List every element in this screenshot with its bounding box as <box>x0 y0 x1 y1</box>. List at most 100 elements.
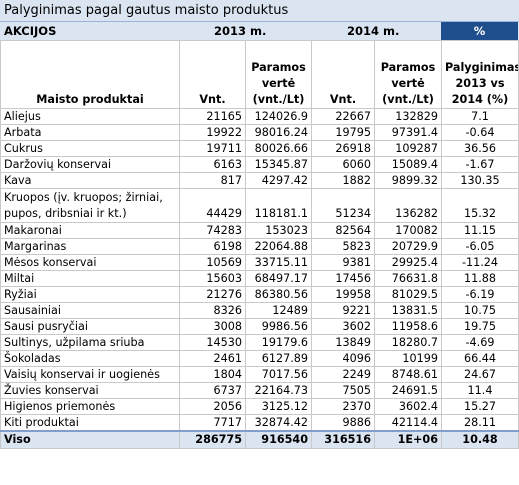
value-2013-cell: 12489 <box>245 302 312 319</box>
table-row: Kruopos (įv. kruopos; žirniai, pupos, dr… <box>0 188 519 223</box>
value-2014-cell: 132829 <box>374 108 442 125</box>
value-2013-cell: 118181.1 <box>245 188 312 223</box>
total-units-2013-cell: 286775 <box>179 430 246 449</box>
value-2014-cell: 42114.4 <box>374 414 442 432</box>
total-comparison-cell: 10.48 <box>441 430 519 449</box>
units-2014-cell: 7505 <box>311 382 375 399</box>
header-band: AKCIJOS 2013 m. 2014 m. % <box>0 22 519 40</box>
units-2013-cell: 6198 <box>179 238 246 255</box>
value-2013-cell: 6127.89 <box>245 350 312 367</box>
value-2014-cell: 24691.5 <box>374 382 442 399</box>
value-2014-cell: 9899.32 <box>374 172 442 189</box>
units-2014-cell: 26918 <box>311 140 375 157</box>
value-2014-cell: 13831.5 <box>374 302 442 319</box>
table-row: Miltai 15603 68497.17 17456 76631.8 11.88 <box>0 270 519 287</box>
units-2014-cell: 82564 <box>311 222 375 239</box>
table-row: Vaisių konservai ir uogienės 1804 7017.56 2… <box>0 366 519 383</box>
value-2014-cell: 97391.4 <box>374 124 442 141</box>
units-2013-cell: 817 <box>179 172 246 189</box>
units-2013-cell: 2056 <box>179 398 246 415</box>
value-2014-cell: 109287 <box>374 140 442 157</box>
units-2013-cell: 44429 <box>179 188 246 223</box>
value-2014-cell: 29925.4 <box>374 254 442 271</box>
table-row: Arbata 19922 98016.24 19795 97391.4 -0.64 <box>0 124 519 141</box>
units-2014-cell: 9381 <box>311 254 375 271</box>
value-2014-cell: 18280.7 <box>374 334 442 351</box>
comparison-cell: 11.88 <box>441 270 519 287</box>
column-header-row: Maisto produktai Vnt. Paramos vertė (vnt… <box>0 40 519 109</box>
units-2013-cell: 21165 <box>179 108 246 125</box>
table-row: Ryžiai 21276 86380.56 19958 81029.5 -6.19 <box>0 286 519 303</box>
units-2014-cell: 19958 <box>311 286 375 303</box>
units-2014-cell: 2249 <box>311 366 375 383</box>
table-row: Sausi pusryčiai 3008 9986.56 3602 11958.6 19.… <box>0 318 519 335</box>
table-row: Mėsos konservai 10569 33715.11 9381 29925.4-… <box>0 254 519 271</box>
comparison-cell: 24.67 <box>441 366 519 383</box>
product-name-cell: Makaronai <box>0 222 180 239</box>
units-2014-cell: 6060 <box>311 156 375 173</box>
units-2014-cell: 17456 <box>311 270 375 287</box>
comparison-cell: -0.64 <box>441 124 519 141</box>
product-name-cell: Arbata <box>0 124 180 141</box>
value-2013-cell: 15345.87 <box>245 156 312 173</box>
comparison-cell: 10.75 <box>441 302 519 319</box>
col-comparison: Palyginimas 2013 vs 2014 (%) <box>441 40 519 109</box>
comparison-cell: 28.11 <box>441 414 519 432</box>
units-2013-cell: 1804 <box>179 366 246 383</box>
units-2014-cell: 51234 <box>311 188 375 223</box>
value-2014-cell: 136282 <box>374 188 442 223</box>
total-row: Viso 286775 916540 316516 1E+06 10.48 <box>0 430 519 449</box>
units-2014-cell: 19795 <box>311 124 375 141</box>
units-2013-cell: 10569 <box>179 254 246 271</box>
units-2013-cell: 14530 <box>179 334 246 351</box>
units-2013-cell: 8326 <box>179 302 246 319</box>
product-name-cell: Margarinas <box>0 238 180 255</box>
table-row: Makaronai 74283 153023 82564 170082 11.15 <box>0 222 519 239</box>
comparison-cell: 130.35 <box>441 172 519 189</box>
units-2013-cell: 2461 <box>179 350 246 367</box>
product-name-cell: Ryžiai <box>0 286 180 303</box>
year-2014-label: 2014 m. <box>347 24 400 38</box>
value-2013-cell: 22164.73 <box>245 382 312 399</box>
value-2014-cell: 10199 <box>374 350 442 367</box>
value-2014-cell: 20729.9 <box>374 238 442 255</box>
product-name-cell: Šokoladas <box>0 350 180 367</box>
units-2013-cell: 6737 <box>179 382 246 399</box>
comparison-cell: 11.4 <box>441 382 519 399</box>
units-2014-cell: 9886 <box>311 414 375 432</box>
units-2013-cell: 21276 <box>179 286 246 303</box>
table-row: Sultinys, užpilama sriuba 14530 19179.6 138… <box>0 334 519 351</box>
table-row: Šokoladas 2461 6127.89 4096 10199 66.44 <box>0 350 519 367</box>
value-2013-cell: 7017.56 <box>245 366 312 383</box>
value-2014-cell: 81029.5 <box>374 286 442 303</box>
table-row: Cukrus 19711 80026.66 26918 109287 36.56 <box>0 140 519 157</box>
comparison-cell: 15.27 <box>441 398 519 415</box>
product-name-cell: Sausi pusryčiai <box>0 318 180 335</box>
comparison-cell: 36.56 <box>441 140 519 157</box>
value-2013-cell: 33715.11 <box>245 254 312 271</box>
year-2013-label: 2013 m. <box>214 24 267 38</box>
units-2014-cell: 4096 <box>311 350 375 367</box>
product-name-cell: Kiti produktai <box>0 414 180 432</box>
col-value-2014: Paramos vertė (vnt./Lt) <box>374 40 442 109</box>
value-2014-cell: 8748.61 <box>374 366 442 383</box>
product-name-cell: Higienos priemonės <box>0 398 180 415</box>
value-2014-cell: 170082 <box>374 222 442 239</box>
total-value-2014-cell: 1E+06 <box>374 430 442 449</box>
value-2013-cell: 19179.6 <box>245 334 312 351</box>
percent-label: % <box>441 22 518 40</box>
section-label: AKCIJOS <box>4 24 57 38</box>
units-2014-cell: 22667 <box>311 108 375 125</box>
table-row: Aliejus 21165 124026.9 22667 132829 7.1 <box>0 108 519 125</box>
value-2013-cell: 80026.66 <box>245 140 312 157</box>
units-2013-cell: 3008 <box>179 318 246 335</box>
total-value-2013-cell: 916540 <box>245 430 312 449</box>
product-name-cell: Kruopos (įv. kruopos; žirniai, pupos, dr… <box>0 188 180 223</box>
value-2013-cell: 22064.88 <box>245 238 312 255</box>
units-2014-cell: 3602 <box>311 318 375 335</box>
product-name-cell: Vaisių konservai ir uogienės <box>0 366 180 383</box>
data-table: Maisto produktai Vnt. Paramos vertė (vnt… <box>0 40 519 449</box>
value-2013-cell: 4297.42 <box>245 172 312 189</box>
units-2014-cell: 13849 <box>311 334 375 351</box>
